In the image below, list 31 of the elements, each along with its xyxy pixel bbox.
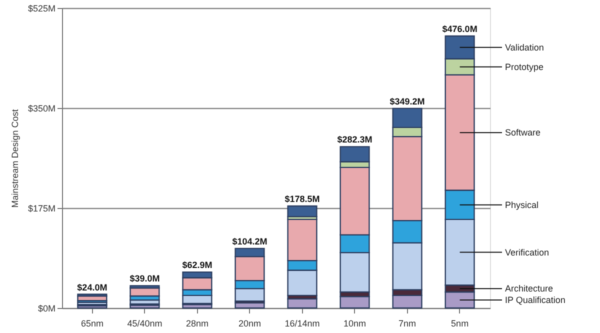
total-label: $62.9M <box>182 260 212 270</box>
x-tick-label: 5nm <box>451 318 469 328</box>
x-tick-label: 28nm <box>186 318 208 328</box>
x-tick-label: 20nm <box>238 318 261 328</box>
bar <box>340 296 370 309</box>
total-label: $178.5M <box>284 194 320 204</box>
text: Physical <box>505 200 539 210</box>
x-tick-label: 7nm <box>398 318 416 328</box>
total-label: $349.2M <box>390 96 425 106</box>
text: IP Qualification <box>505 295 566 305</box>
text: Architecture <box>505 284 554 294</box>
text: Validation <box>505 42 544 52</box>
y-axis-title: Mainstream Design Cost <box>10 108 20 208</box>
total-label: $104.2M <box>232 236 268 246</box>
x-tick-label: 45/40nm <box>127 318 162 328</box>
y-tick-label: $175M <box>28 204 56 214</box>
text: Prototype <box>505 62 544 72</box>
total-label: $476.0M <box>442 24 478 34</box>
text: Verification <box>505 247 550 258</box>
bar <box>287 205 318 218</box>
total-label: $39.0M <box>130 274 160 284</box>
x-tick-label: 65nm <box>80 318 104 328</box>
x-tick-label: 16/14nm <box>284 318 320 328</box>
total-label: $282.3M <box>337 134 372 145</box>
x-tick-label: 10nm <box>344 318 366 328</box>
text: Software <box>505 128 541 138</box>
y-tick-label: $0M <box>38 304 56 314</box>
y-tick-label: $350M <box>28 104 56 114</box>
y-tick-label: $525M <box>28 4 56 14</box>
bar <box>392 294 422 309</box>
total-label: $24.0M <box>77 282 108 292</box>
